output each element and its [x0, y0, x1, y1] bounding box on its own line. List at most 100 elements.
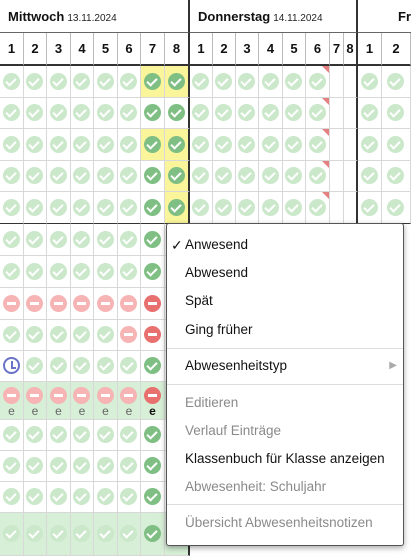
attendance-cell[interactable]: [283, 161, 306, 192]
attendance-cell[interactable]: [24, 98, 47, 129]
attendance-cell[interactable]: [141, 98, 165, 129]
attendance-cell[interactable]: [118, 420, 141, 451]
attendance-cell[interactable]: [24, 192, 47, 224]
attendance-cell[interactable]: [141, 288, 165, 320]
attendance-cell[interactable]: [47, 129, 71, 161]
attendance-cell[interactable]: [71, 256, 94, 288]
attendance-cell[interactable]: [118, 161, 141, 192]
attendance-cell[interactable]: [190, 98, 213, 129]
attendance-cell[interactable]: e: [71, 382, 94, 420]
attendance-cell[interactable]: [213, 66, 236, 98]
attendance-cell[interactable]: [24, 66, 47, 98]
attendance-cell[interactable]: [71, 288, 94, 320]
attendance-cell[interactable]: [190, 129, 213, 161]
attendance-cell[interactable]: [259, 98, 283, 129]
attendance-cell[interactable]: [47, 98, 71, 129]
attendance-cell[interactable]: [382, 129, 411, 161]
attendance-cell[interactable]: [0, 161, 24, 192]
attendance-cell[interactable]: [344, 161, 358, 192]
attendance-cell[interactable]: [141, 420, 165, 451]
attendance-cell[interactable]: [118, 513, 141, 556]
attendance-cell[interactable]: [213, 192, 236, 224]
attendance-cell[interactable]: [24, 451, 47, 482]
attendance-cell[interactable]: [358, 129, 382, 161]
attendance-cell[interactable]: [47, 66, 71, 98]
attendance-cell[interactable]: [94, 129, 118, 161]
attendance-cell[interactable]: [330, 66, 344, 98]
attendance-cell[interactable]: [213, 129, 236, 161]
attendance-cell[interactable]: [94, 256, 118, 288]
attendance-cell[interactable]: [0, 320, 24, 351]
attendance-cell[interactable]: [47, 482, 71, 513]
attendance-cell[interactable]: [259, 66, 283, 98]
attendance-cell[interactable]: [71, 161, 94, 192]
attendance-cell[interactable]: [190, 66, 213, 98]
attendance-cell[interactable]: [118, 98, 141, 129]
attendance-cell[interactable]: [47, 513, 71, 556]
attendance-cell[interactable]: [330, 129, 344, 161]
attendance-cell[interactable]: [141, 129, 165, 161]
attendance-cell[interactable]: [0, 66, 24, 98]
menu-item-abwesenheitstyp[interactable]: Abwesenheitstyp ▶: [167, 352, 403, 380]
attendance-cell[interactable]: [141, 351, 165, 382]
attendance-cell[interactable]: [236, 66, 259, 98]
attendance-cell[interactable]: [94, 66, 118, 98]
attendance-cell[interactable]: [141, 482, 165, 513]
attendance-cell[interactable]: [24, 420, 47, 451]
attendance-cell[interactable]: [71, 320, 94, 351]
attendance-cell[interactable]: [118, 351, 141, 382]
menu-item-spaet[interactable]: Spät: [167, 287, 403, 315]
attendance-cell[interactable]: [141, 66, 165, 98]
menu-item-anwesend[interactable]: ✓ Anwesend: [167, 231, 403, 259]
attendance-cell[interactable]: [165, 129, 190, 161]
attendance-cell[interactable]: [0, 129, 24, 161]
attendance-cell[interactable]: [358, 161, 382, 192]
attendance-cell[interactable]: [141, 256, 165, 288]
attendance-cell[interactable]: [358, 192, 382, 224]
attendance-cell[interactable]: [47, 288, 71, 320]
attendance-cell[interactable]: [283, 66, 306, 98]
attendance-cell[interactable]: [344, 66, 358, 98]
attendance-cell[interactable]: [71, 98, 94, 129]
attendance-cell[interactable]: [94, 351, 118, 382]
attendance-cell[interactable]: [71, 224, 94, 256]
attendance-cell[interactable]: e: [94, 382, 118, 420]
attendance-cell[interactable]: [344, 129, 358, 161]
attendance-cell[interactable]: [47, 192, 71, 224]
attendance-cell[interactable]: [71, 420, 94, 451]
attendance-cell[interactable]: [141, 161, 165, 192]
attendance-cell[interactable]: [236, 161, 259, 192]
attendance-cell[interactable]: [47, 351, 71, 382]
attendance-cell[interactable]: [165, 161, 190, 192]
attendance-cell[interactable]: [118, 288, 141, 320]
attendance-cell[interactable]: [0, 351, 24, 382]
attendance-cell[interactable]: [118, 66, 141, 98]
attendance-cell[interactable]: [94, 513, 118, 556]
attendance-cell[interactable]: [306, 66, 330, 98]
attendance-cell[interactable]: [358, 66, 382, 98]
attendance-cell[interactable]: [118, 256, 141, 288]
attendance-cell[interactable]: [47, 256, 71, 288]
attendance-cell[interactable]: [259, 161, 283, 192]
attendance-cell[interactable]: [118, 192, 141, 224]
menu-item-abwesend[interactable]: Abwesend: [167, 259, 403, 287]
attendance-cell[interactable]: [24, 482, 47, 513]
attendance-cell[interactable]: [71, 451, 94, 482]
attendance-cell[interactable]: [118, 129, 141, 161]
attendance-cell[interactable]: [94, 451, 118, 482]
attendance-cell[interactable]: [71, 513, 94, 556]
attendance-cell[interactable]: [306, 98, 330, 129]
attendance-cell[interactable]: [94, 288, 118, 320]
attendance-cell[interactable]: [24, 129, 47, 161]
attendance-cell[interactable]: [94, 482, 118, 513]
attendance-cell[interactable]: [71, 192, 94, 224]
attendance-cell[interactable]: [141, 224, 165, 256]
attendance-cell[interactable]: [236, 98, 259, 129]
attendance-cell[interactable]: [236, 129, 259, 161]
attendance-cell[interactable]: [382, 66, 411, 98]
attendance-cell[interactable]: [259, 129, 283, 161]
attendance-cell[interactable]: [94, 192, 118, 224]
attendance-cell[interactable]: [47, 161, 71, 192]
attendance-cell[interactable]: e: [0, 382, 24, 420]
attendance-cell[interactable]: [330, 192, 344, 224]
